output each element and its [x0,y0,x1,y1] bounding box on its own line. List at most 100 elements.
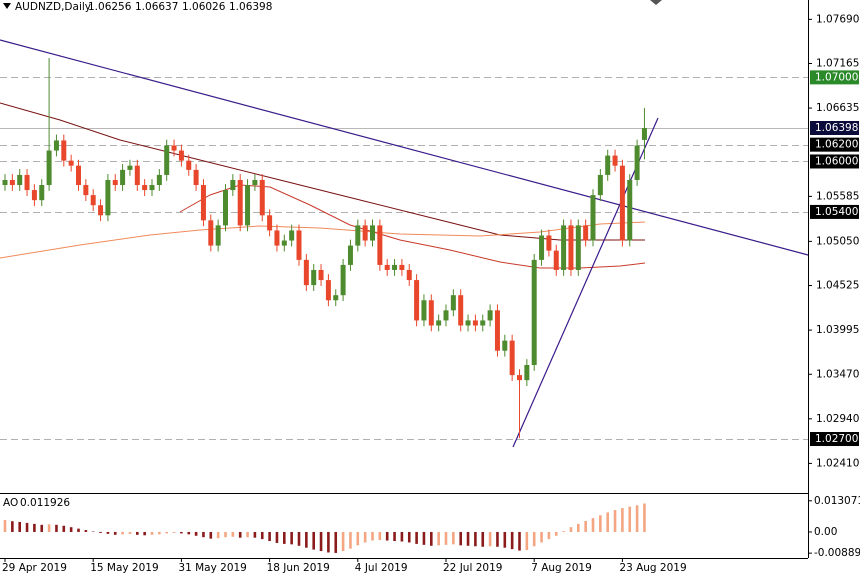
x-tick-label: 18 Jun 2019 [267,562,330,574]
candle [127,159,133,176]
candle [90,189,96,212]
candle [370,219,375,247]
candle [355,219,361,252]
candle-body [384,264,390,270]
y-tick-label: 1.07165 [816,57,859,69]
candle [215,219,221,252]
candle-body [568,225,574,270]
candle [120,164,126,191]
candle-body [296,230,302,260]
candle [53,134,59,157]
y-tick-label: 1.02940 [816,413,859,425]
candle-body [230,179,236,191]
candle-body [377,225,383,265]
y-tick-label: 1.04525 [816,280,859,292]
candle-body [83,185,89,196]
candle [443,304,449,327]
close-value: 1.06398 [229,1,272,13]
candle-body [502,340,508,351]
candle [641,107,647,160]
candle [561,219,567,276]
candle-body [164,145,170,175]
candle-body [450,295,456,311]
candle [311,264,317,291]
candle-body [597,174,603,196]
candle-body [289,230,295,241]
candle-body [223,190,228,226]
candle [480,314,486,332]
level-label: 1.02700 [815,433,858,445]
candle [517,369,522,439]
x-tick-label: 29 Apr 2019 [2,562,67,574]
candle-body [458,295,464,326]
candle [252,174,258,191]
candle [318,264,324,286]
candle-body [98,205,104,216]
low-value: 1.06026 [182,1,226,13]
candle-body [590,195,596,241]
candle [24,169,30,196]
candle [178,144,184,167]
candle-body [274,230,280,246]
candle-body [9,179,15,186]
candle-body [105,179,111,216]
candle-body [281,240,287,246]
candle-body [487,310,493,321]
candle [39,179,45,207]
candle [223,184,228,232]
candle-body [112,179,118,186]
candle [237,174,243,232]
candle-body [318,269,324,281]
candle-body [605,155,611,175]
candle [134,159,140,191]
candle [450,289,456,317]
candle-body [524,365,530,381]
candle-body [325,280,331,301]
candle [575,219,581,276]
price-label-bg [810,121,859,136]
candle [384,259,390,276]
candle-body [627,179,633,241]
candle-body [208,220,214,246]
candle-body [76,165,81,186]
candle-body [142,185,148,191]
candle-body [127,165,133,170]
x-tick-label: 7 Aug 2019 [531,562,592,574]
candle-body [68,160,74,166]
candle-body [186,160,192,170]
candle-body [259,179,265,216]
menu-triangle[interactable] [3,3,11,9]
candle-body [61,140,67,161]
candle [502,334,508,357]
level-label: 1.06000 [815,155,858,167]
x-tick-label: 31 May 2019 [178,562,246,574]
candle-body [517,375,522,381]
candle-body [480,320,486,326]
candle-body [245,185,251,226]
candle-body [252,179,258,186]
candle [171,139,177,157]
candle [347,239,353,271]
candle-body [546,235,552,251]
y-tick-label: 1.05050 [816,235,859,247]
candle [149,179,155,196]
candle [296,224,302,266]
level-label: 1.06200 [815,139,858,151]
candle-body [24,174,30,191]
candle-body [340,264,346,296]
candle [458,289,464,332]
y-tick-label: 1.05585 [816,190,859,202]
candle-body [406,269,412,281]
candle [9,174,15,191]
candle-body [509,340,515,376]
candle [377,219,383,271]
candle-body [237,179,243,226]
candle [76,159,81,191]
candle [274,224,280,252]
candle [98,199,104,222]
candle [619,159,625,247]
candle [583,219,589,247]
candle [509,334,515,381]
